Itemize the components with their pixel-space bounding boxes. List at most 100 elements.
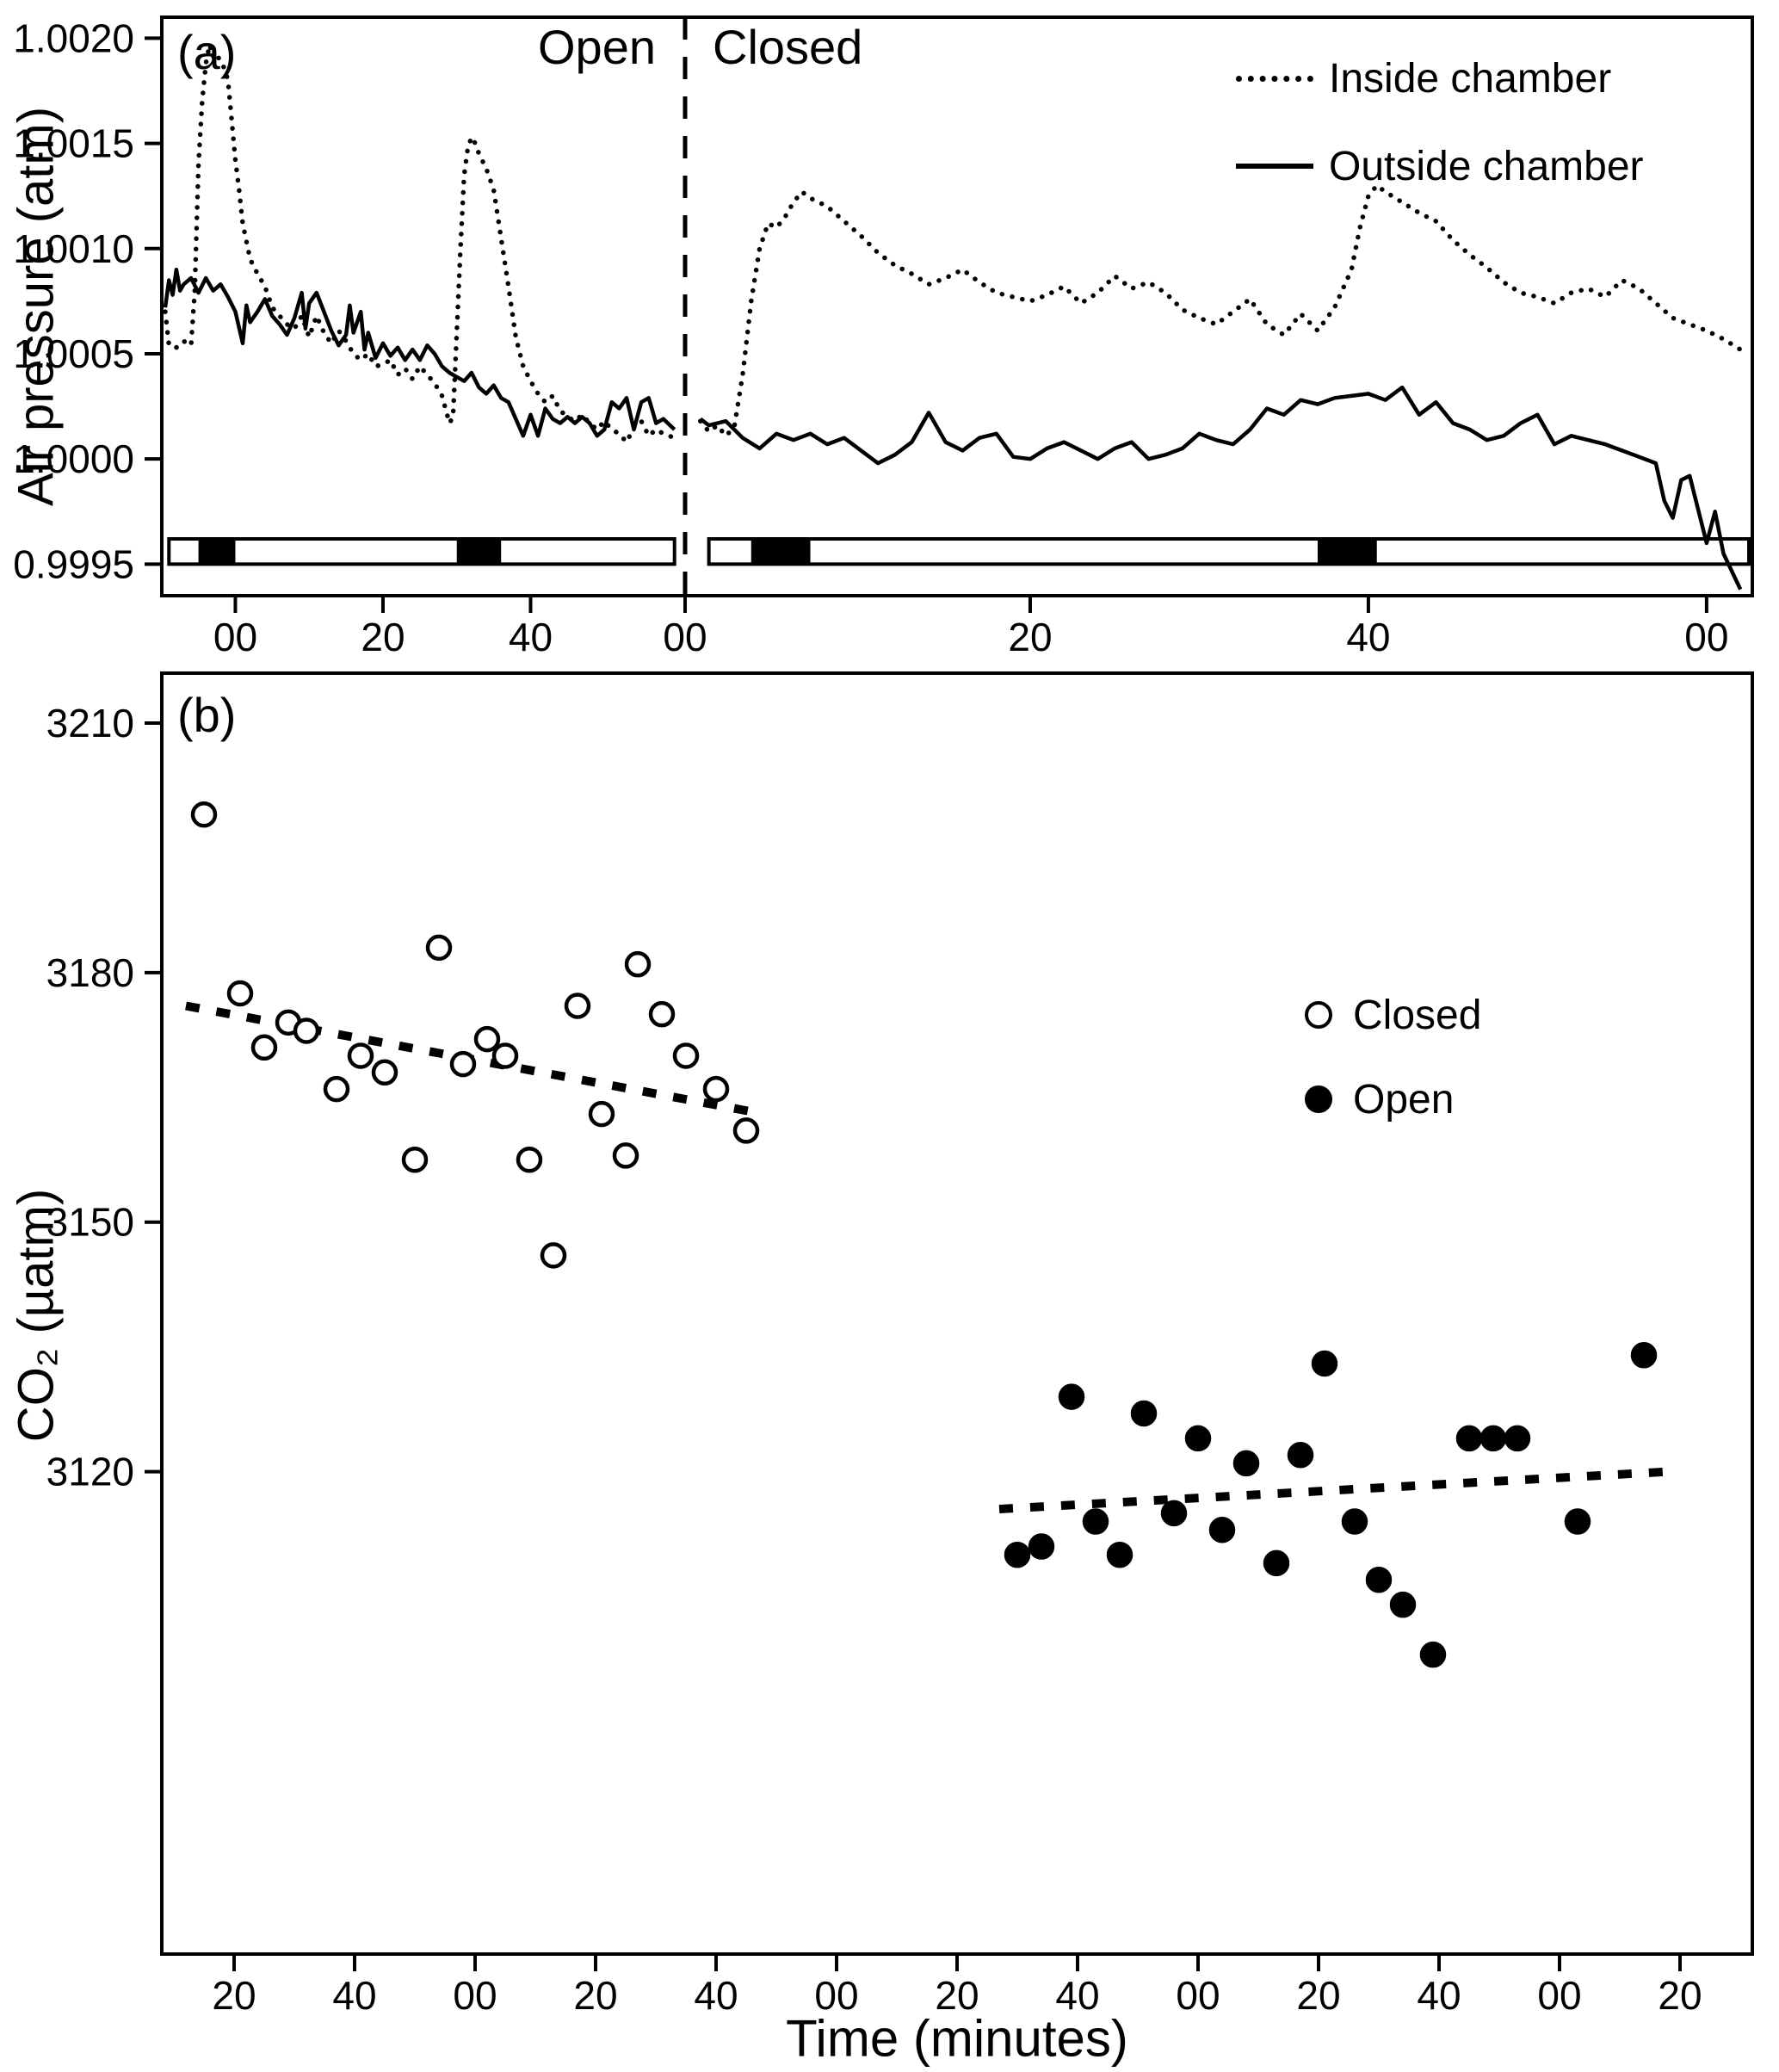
x-axis-label: Time (minutes) bbox=[786, 2009, 1128, 2068]
panel-b-x-tick-label: 20 bbox=[1658, 1973, 1702, 2018]
status-bar-active-segment bbox=[456, 539, 502, 565]
solid-line-sample-icon bbox=[1236, 164, 1313, 169]
status-bar bbox=[167, 537, 676, 566]
section-label-closed: Closed bbox=[713, 20, 863, 74]
data-point-open bbox=[1504, 1425, 1531, 1452]
data-point-closed bbox=[491, 1042, 519, 1069]
status-bar-active-segment bbox=[751, 539, 811, 565]
data-point-closed bbox=[732, 1117, 760, 1144]
data-point-open bbox=[1028, 1533, 1055, 1560]
panel-a-x-tick-label: 00 bbox=[1684, 615, 1728, 659]
panel-b-x-tick-label: 40 bbox=[1055, 1973, 1099, 2018]
data-point-open bbox=[1184, 1425, 1212, 1452]
data-point-closed bbox=[190, 801, 218, 828]
data-point-closed bbox=[648, 1000, 676, 1028]
panel-b-border bbox=[160, 671, 1754, 1956]
data-point-closed bbox=[612, 1142, 639, 1169]
data-point-open bbox=[1058, 1383, 1085, 1410]
panel-b-y-tick-label: 3120 bbox=[46, 1450, 134, 1494]
panel-b-x-tick-label: 00 bbox=[1176, 1973, 1220, 2018]
legend-label-outside-chamber: Outside chamber bbox=[1329, 143, 1644, 189]
panel-a-y-tick-label: 1.0015 bbox=[13, 121, 134, 166]
series-inside-chamber bbox=[698, 182, 1743, 439]
panel-a-x-tick-label: 20 bbox=[361, 615, 405, 659]
data-point-closed bbox=[516, 1146, 543, 1173]
data-point-closed bbox=[250, 1034, 278, 1061]
panel-a-y-axis-label: Air pressure (atm) bbox=[8, 106, 65, 507]
panel-a-x-tick-label: 00 bbox=[213, 615, 257, 659]
data-point-closed bbox=[588, 1100, 615, 1128]
panel-b-x-tick-label: 40 bbox=[694, 1973, 738, 2018]
data-point-closed bbox=[323, 1075, 350, 1103]
data-point-open bbox=[1004, 1541, 1031, 1568]
legend-label-inside-chamber: Inside chamber bbox=[1329, 55, 1612, 102]
data-point-open bbox=[1630, 1342, 1658, 1369]
filled-circle-marker-icon bbox=[1305, 1085, 1332, 1113]
panel-b-x-tick-label: 20 bbox=[573, 1973, 617, 2018]
data-point-closed bbox=[293, 1017, 320, 1044]
data-point-closed bbox=[425, 934, 453, 962]
data-point-open bbox=[1106, 1541, 1133, 1568]
panel-a-y-tick-label: 1.0020 bbox=[13, 15, 134, 60]
panel-b-x-tick-label: 20 bbox=[1296, 1973, 1340, 2018]
panel-b-y-tick-label: 3150 bbox=[46, 1200, 134, 1245]
panel-b-x-tick-label: 00 bbox=[1537, 1973, 1581, 2018]
dotted-line-sample-icon bbox=[1236, 75, 1313, 82]
panel-b-x-tick-label: 40 bbox=[1417, 1973, 1461, 2018]
panel-b-x-tick-label: 40 bbox=[332, 1973, 376, 2018]
trend-line-open bbox=[998, 1467, 1669, 1514]
data-point-open bbox=[1130, 1400, 1158, 1427]
data-point-open bbox=[1341, 1508, 1368, 1535]
data-point-closed bbox=[473, 1025, 501, 1053]
panel-a-y-tick-label: 1.0010 bbox=[13, 226, 134, 271]
panel-b-letter: (b) bbox=[177, 688, 237, 742]
data-point-open bbox=[1479, 1425, 1507, 1452]
status-bar-active-segment bbox=[198, 539, 236, 565]
panel-b-x-tick-label: 00 bbox=[453, 1973, 497, 2018]
series-outside-chamber bbox=[163, 267, 676, 438]
data-point-open bbox=[1455, 1425, 1483, 1452]
data-point-open bbox=[1311, 1350, 1338, 1377]
panel-a-x-tick-label: 20 bbox=[1008, 615, 1052, 659]
panel-b-plot: 3120 3150 3180 3210 20 40 00 20 40 00 20 40 00 20 40 00… bbox=[46, 671, 1754, 2018]
panel-b-y-axis-label: CO₂ (µatm) bbox=[8, 1188, 65, 1443]
legend-item-closed: Closed bbox=[1305, 973, 1481, 1057]
panel-a-legend: Inside chamber Outside chamber bbox=[1236, 34, 1644, 210]
series-inside-chamber bbox=[163, 42, 677, 445]
legend-label-open: Open bbox=[1353, 1076, 1455, 1123]
panel-a-x-tick-label: 00 bbox=[663, 615, 707, 659]
data-point-closed bbox=[347, 1042, 374, 1069]
data-point-closed bbox=[540, 1242, 567, 1269]
panel-a-y-tick-label: 1.0005 bbox=[13, 331, 134, 376]
legend-item-inside-chamber: Inside chamber bbox=[1236, 34, 1644, 122]
data-point-closed bbox=[401, 1146, 429, 1173]
panel-b-x-tick-label: 00 bbox=[814, 1973, 858, 2018]
data-point-open bbox=[1564, 1508, 1591, 1535]
status-bar bbox=[707, 537, 1751, 566]
section-label-open: Open bbox=[538, 20, 656, 74]
series-outside-chamber bbox=[699, 385, 1743, 591]
legend-label-closed: Closed bbox=[1353, 992, 1482, 1038]
data-point-closed bbox=[371, 1059, 398, 1086]
panel-b-y-tick-label: 3210 bbox=[46, 701, 134, 745]
data-point-open bbox=[1082, 1508, 1109, 1535]
data-point-open bbox=[1232, 1450, 1260, 1477]
data-point-closed bbox=[624, 950, 652, 978]
panel-a-border bbox=[160, 15, 1754, 597]
panel-a-x-tick-label: 40 bbox=[509, 615, 553, 659]
data-point-open bbox=[1419, 1641, 1447, 1668]
status-bar-active-segment bbox=[1317, 539, 1377, 565]
panel-b-x-tick-label: 20 bbox=[212, 1973, 256, 2018]
panel-a-y-tick-label: 0.9995 bbox=[13, 541, 134, 586]
panel-b-legend: Closed Open bbox=[1305, 973, 1481, 1141]
data-point-closed bbox=[672, 1042, 700, 1069]
data-point-open bbox=[1160, 1500, 1188, 1527]
legend-item-outside-chamber: Outside chamber bbox=[1236, 122, 1644, 210]
panel-a-plot: 0.9995 1.0000 1.0005 1.0010 1.0015 1.0020 00 20… bbox=[13, 15, 1754, 659]
data-point-open bbox=[1287, 1442, 1314, 1469]
data-point-open bbox=[1365, 1566, 1393, 1593]
data-point-open bbox=[1263, 1549, 1290, 1577]
data-point-open bbox=[1389, 1591, 1417, 1618]
